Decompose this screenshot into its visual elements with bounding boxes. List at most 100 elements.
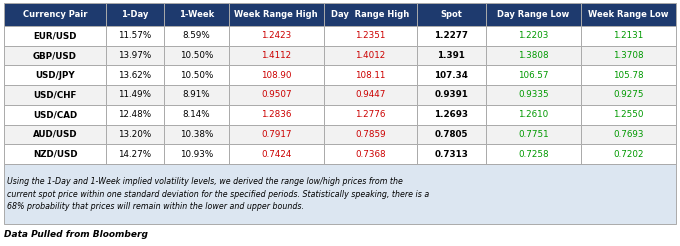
Bar xyxy=(486,124,581,144)
Bar xyxy=(106,65,164,85)
Bar xyxy=(4,65,106,85)
Text: 108.11: 108.11 xyxy=(355,71,386,80)
Bar xyxy=(228,3,324,26)
Text: 10.93%: 10.93% xyxy=(180,150,213,159)
Bar xyxy=(417,144,486,164)
Text: 107.34: 107.34 xyxy=(435,71,469,80)
Bar xyxy=(4,46,106,65)
Text: 106.57: 106.57 xyxy=(518,71,549,80)
Text: GBP/USD: GBP/USD xyxy=(33,51,77,60)
Text: Currency Pair: Currency Pair xyxy=(23,10,87,19)
Text: 11.57%: 11.57% xyxy=(118,31,152,40)
Text: USD/CAD: USD/CAD xyxy=(33,110,78,119)
Bar xyxy=(324,26,417,46)
Bar xyxy=(228,105,324,124)
Bar xyxy=(106,26,164,46)
Text: 1.3808: 1.3808 xyxy=(518,51,549,60)
Bar xyxy=(417,65,486,85)
Text: 0.7751: 0.7751 xyxy=(518,130,549,139)
Text: Day  Range High: Day Range High xyxy=(331,10,409,19)
Bar xyxy=(228,26,324,46)
Text: 1.2131: 1.2131 xyxy=(613,31,643,40)
Bar xyxy=(486,46,581,65)
Text: EUR/USD: EUR/USD xyxy=(33,31,77,40)
Text: 0.7368: 0.7368 xyxy=(355,150,386,159)
Bar xyxy=(581,65,676,85)
Bar xyxy=(106,144,164,164)
Bar xyxy=(106,105,164,124)
Bar xyxy=(4,124,106,144)
Text: 13.62%: 13.62% xyxy=(118,71,152,80)
Text: 1-Day: 1-Day xyxy=(121,10,149,19)
Text: 0.9507: 0.9507 xyxy=(261,91,292,99)
Bar xyxy=(4,144,106,164)
Text: 11.49%: 11.49% xyxy=(118,91,152,99)
Bar xyxy=(486,26,581,46)
Bar xyxy=(324,65,417,85)
Bar xyxy=(417,85,486,105)
Text: 0.7917: 0.7917 xyxy=(261,130,292,139)
Bar xyxy=(417,26,486,46)
Text: Week Range High: Week Range High xyxy=(235,10,318,19)
Bar xyxy=(164,144,228,164)
Text: 10.50%: 10.50% xyxy=(180,71,213,80)
Text: 14.27%: 14.27% xyxy=(118,150,152,159)
Text: 0.7202: 0.7202 xyxy=(613,150,644,159)
Text: 1.2203: 1.2203 xyxy=(518,31,549,40)
Bar xyxy=(4,85,106,105)
Bar xyxy=(581,3,676,26)
Bar xyxy=(4,3,106,26)
Bar xyxy=(164,3,228,26)
Bar xyxy=(4,105,106,124)
Bar xyxy=(581,144,676,164)
Bar xyxy=(324,124,417,144)
Bar xyxy=(486,65,581,85)
Text: 10.50%: 10.50% xyxy=(180,51,213,60)
Bar xyxy=(486,144,581,164)
Bar xyxy=(164,46,228,65)
Text: 0.7805: 0.7805 xyxy=(435,130,468,139)
Bar xyxy=(417,46,486,65)
Text: 0.7258: 0.7258 xyxy=(518,150,549,159)
Text: 1.2693: 1.2693 xyxy=(435,110,469,119)
Text: 0.9335: 0.9335 xyxy=(518,91,549,99)
Bar xyxy=(164,26,228,46)
Text: 0.7859: 0.7859 xyxy=(355,130,386,139)
Text: USD/JPY: USD/JPY xyxy=(35,71,75,80)
Bar xyxy=(228,85,324,105)
Text: 1.2423: 1.2423 xyxy=(261,31,291,40)
Bar xyxy=(581,105,676,124)
Text: 10.38%: 10.38% xyxy=(180,130,213,139)
Bar xyxy=(324,144,417,164)
Bar xyxy=(228,46,324,65)
Bar xyxy=(581,85,676,105)
Bar xyxy=(106,3,164,26)
Text: 13.20%: 13.20% xyxy=(118,130,152,139)
Text: 0.7424: 0.7424 xyxy=(261,150,292,159)
Bar xyxy=(417,105,486,124)
Text: 8.91%: 8.91% xyxy=(182,91,210,99)
Bar xyxy=(417,3,486,26)
Text: 0.9391: 0.9391 xyxy=(435,91,469,99)
Bar xyxy=(164,85,228,105)
Text: 1.391: 1.391 xyxy=(437,51,465,60)
Text: 1.2550: 1.2550 xyxy=(613,110,644,119)
Bar xyxy=(4,164,676,224)
Bar xyxy=(106,85,164,105)
Text: 0.7693: 0.7693 xyxy=(613,130,644,139)
Text: USD/CHF: USD/CHF xyxy=(33,91,77,99)
Text: 8.59%: 8.59% xyxy=(182,31,210,40)
Bar xyxy=(228,144,324,164)
Text: 1.4112: 1.4112 xyxy=(261,51,291,60)
Text: 1.4012: 1.4012 xyxy=(355,51,386,60)
Bar xyxy=(486,85,581,105)
Bar xyxy=(486,3,581,26)
Text: Data Pulled from Bloomberg: Data Pulled from Bloomberg xyxy=(4,230,148,239)
Text: 13.97%: 13.97% xyxy=(118,51,152,60)
Text: NZD/USD: NZD/USD xyxy=(33,150,78,159)
Text: 12.48%: 12.48% xyxy=(118,110,152,119)
Text: Day Range Low: Day Range Low xyxy=(497,10,569,19)
Text: 1.2776: 1.2776 xyxy=(355,110,386,119)
Bar xyxy=(581,46,676,65)
Text: 8.14%: 8.14% xyxy=(182,110,210,119)
